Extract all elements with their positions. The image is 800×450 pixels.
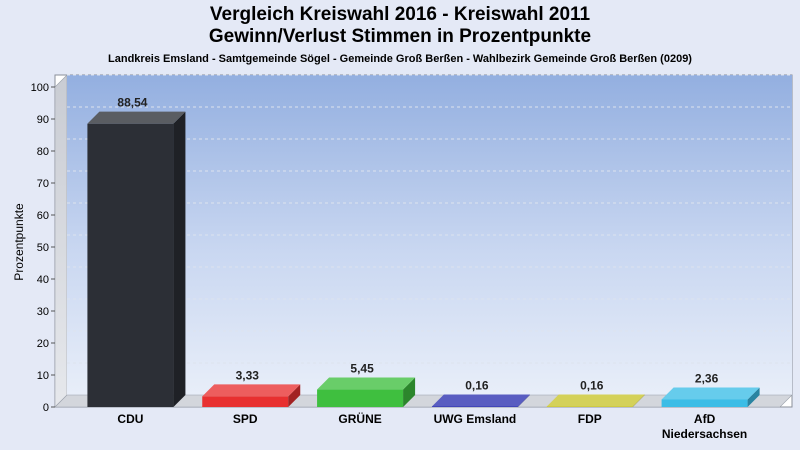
chart-titles: Vergleich Kreiswahl 2016 - Kreiswahl 201… <box>0 4 800 66</box>
x-tick-label: CDU <box>117 412 143 426</box>
bar-value-label: 3,33 <box>236 368 260 382</box>
y-axis-label: Prozentpunkte <box>12 203 26 281</box>
y-tick-label: 90 <box>37 114 49 126</box>
y-tick-label: 10 <box>37 370 49 382</box>
bar-value-label: 0,16 <box>465 378 489 392</box>
bar-side <box>632 394 645 407</box>
bar-front <box>431 406 518 407</box>
y-tick-label: 40 <box>37 274 49 286</box>
y-tick-label: 30 <box>37 306 49 318</box>
bars: 88,54 3,33 5,45 0,16 0,16 2,36 <box>87 96 760 407</box>
bar-side <box>747 387 760 407</box>
bar-value-label: 88,54 <box>117 96 147 110</box>
bar-grüne: 5,45 <box>317 362 416 407</box>
bar-front <box>317 389 404 407</box>
bar-front <box>546 406 633 407</box>
bar-side <box>288 384 301 407</box>
bar-cdu: 88,54 <box>87 96 186 407</box>
bar-side <box>517 394 530 407</box>
x-tick-label: UWG Emsland <box>434 412 517 426</box>
bar-uwg-emsland: 0,16 <box>431 378 530 407</box>
y-tick-label: 80 <box>37 146 49 158</box>
bar-side <box>403 377 416 407</box>
y-tick-label: 50 <box>37 242 49 254</box>
bar-front <box>87 123 174 407</box>
bar-fdp: 0,16 <box>546 378 645 407</box>
y-tick-label: 0 <box>43 402 49 414</box>
x-tick-label: AfD Niedersachsen <box>662 412 747 441</box>
bar-spd: 3,33 <box>202 368 301 407</box>
y-tick-label: 60 <box>37 210 49 222</box>
y-tick-label: 70 <box>37 178 49 190</box>
bar-value-label: 2,36 <box>695 371 719 385</box>
bar-value-label: 5,45 <box>350 362 374 376</box>
bar-top <box>546 394 645 407</box>
chart-caption: Landkreis Emsland - Samtgemeinde Sögel -… <box>108 53 692 65</box>
y-axis-ticks: 0 10 20 30 40 50 60 70 80 90 100 <box>31 82 55 414</box>
bar-top <box>661 387 760 400</box>
bar-afd-niedersachsen: 2,36 <box>661 371 760 407</box>
grid-lines <box>67 74 792 364</box>
chart-subtitle: Gewinn/Verlust Stimmen in Prozentpunkte <box>208 26 592 47</box>
chart-title: Vergleich Kreiswahl 2016 - Kreiswahl 201… <box>209 4 591 25</box>
bar-top <box>317 377 416 390</box>
x-tick-label: FDP <box>578 412 602 426</box>
bar-top <box>202 384 301 397</box>
bar-value-label: 0,16 <box>580 378 604 392</box>
x-tick-label: GRÜNE <box>338 411 381 426</box>
bar-top <box>87 111 186 124</box>
bar-side <box>173 111 186 407</box>
x-axis-labels: CDU SPD GRÜNE UWG Emsland FDP AfD Niedersachse… <box>117 411 747 441</box>
bar-front <box>661 399 748 407</box>
y-tick-label: 100 <box>31 82 49 94</box>
x-tick-label: SPD <box>233 412 258 426</box>
side-wall <box>54 74 68 408</box>
y-tick-label: 20 <box>37 338 49 350</box>
bar-top <box>431 394 530 407</box>
bar-front <box>202 396 289 407</box>
